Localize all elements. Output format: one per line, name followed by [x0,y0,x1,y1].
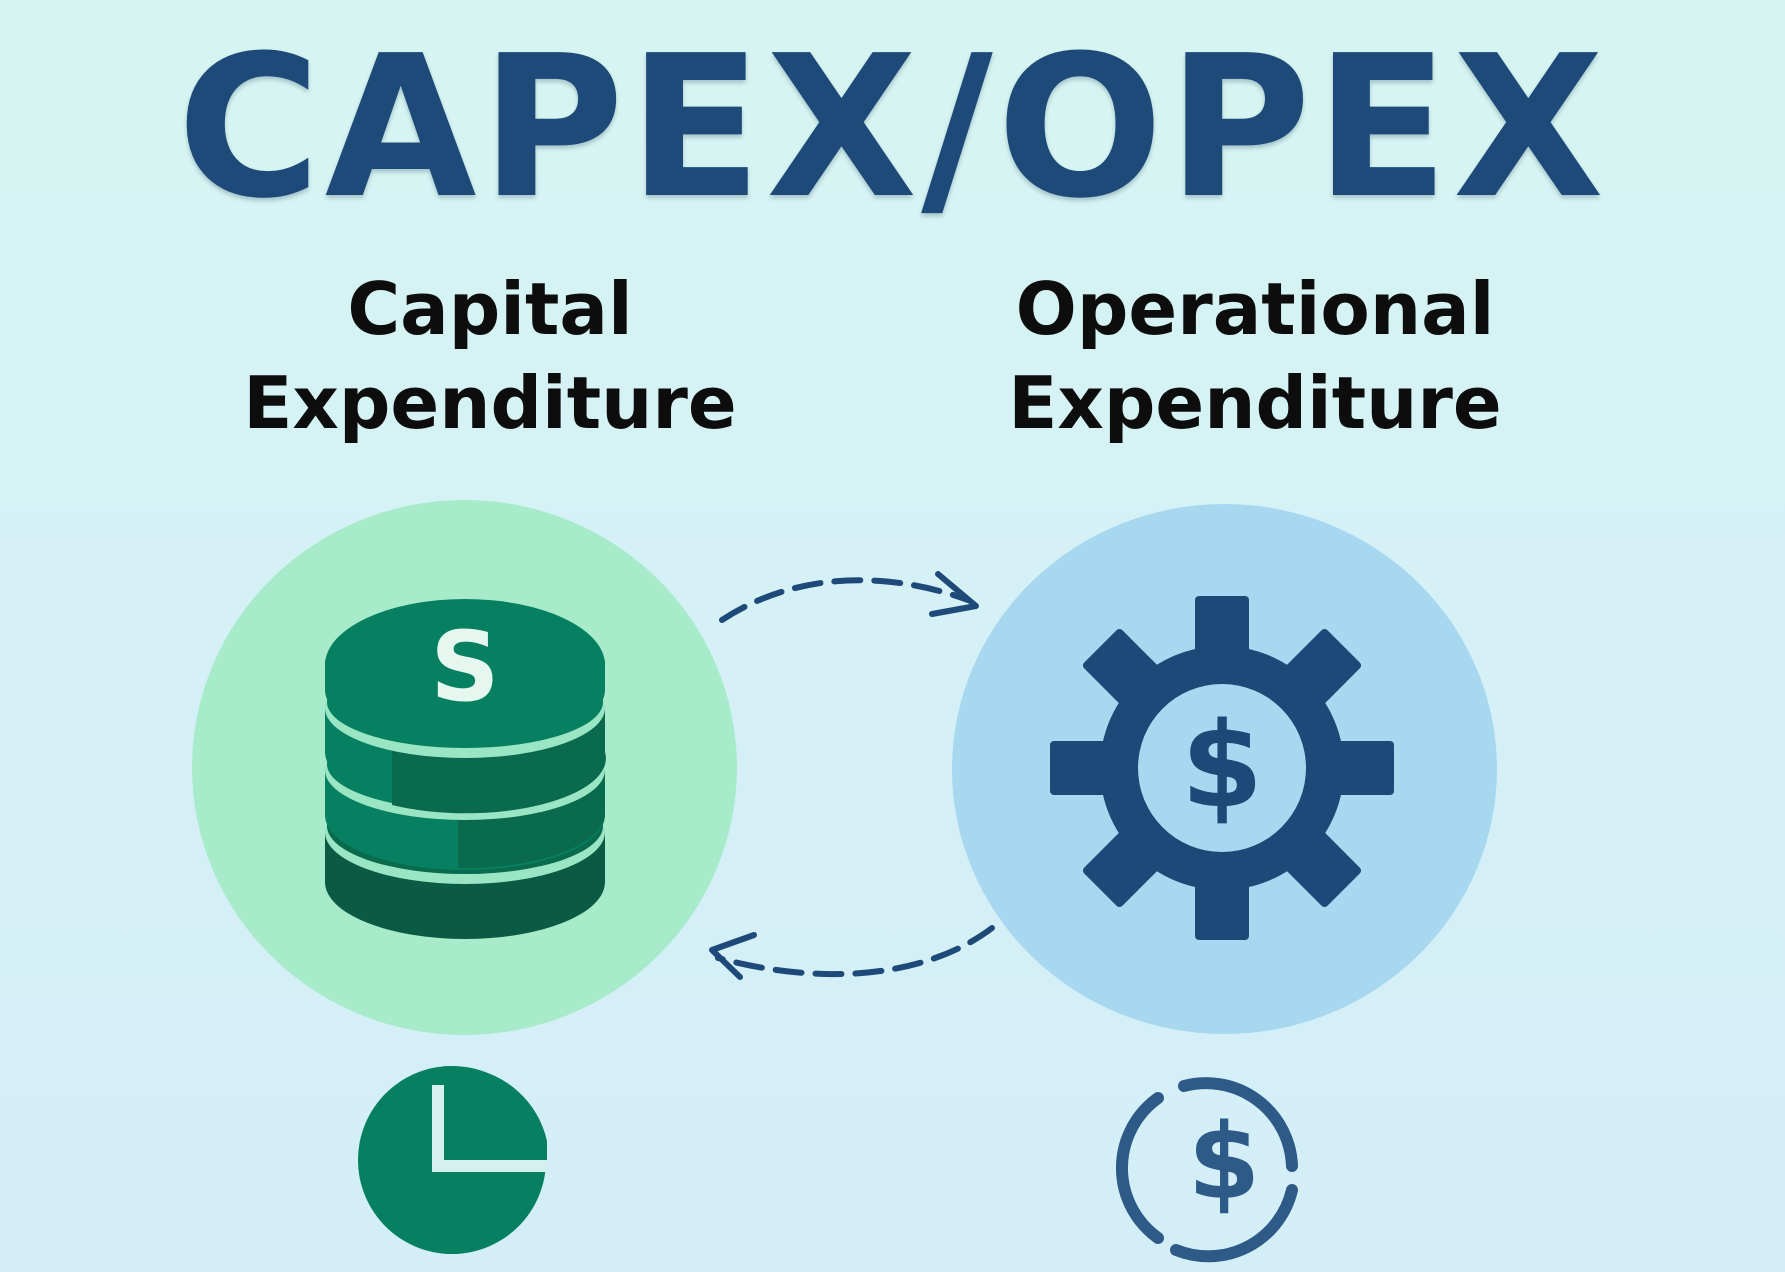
coin-top [325,599,605,745]
coin-symbol: S [430,611,499,723]
coin-stack-icon: S [325,599,606,939]
gear-dollar-icon: $ [1050,596,1394,940]
capex-heading: Capital Expenditure [190,262,790,450]
dollar-cycle-icon: $ [1115,1077,1298,1263]
gear-symbol: $ [1181,696,1263,834]
page-title: CAPEX/OPEX [176,14,1609,242]
arrow-capex-to-opex-icon [719,571,979,623]
dollar-cycle-symbol: $ [1188,1101,1260,1223]
opex-heading: Operational Expenditure [955,262,1555,450]
arrow-opex-to-capex-icon [709,925,995,980]
opex-heading-line1: Operational [1015,267,1495,351]
pie-chart-icon [358,1066,547,1254]
capex-heading-line1: Capital [347,267,633,351]
opex-heading-line2: Expenditure [1008,361,1502,445]
capex-heading-line2: Expenditure [243,361,737,445]
